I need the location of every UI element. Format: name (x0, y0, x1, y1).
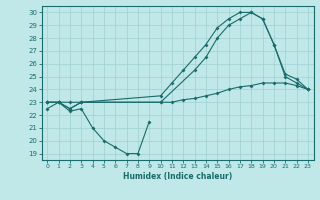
X-axis label: Humidex (Indice chaleur): Humidex (Indice chaleur) (123, 172, 232, 181)
